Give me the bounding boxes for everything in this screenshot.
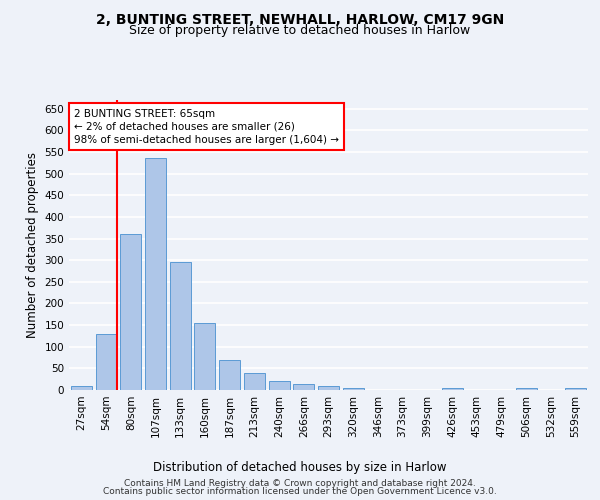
Bar xyxy=(194,323,215,390)
Text: Size of property relative to detached houses in Harlow: Size of property relative to detached ho… xyxy=(130,24,470,37)
Bar xyxy=(269,382,290,390)
Bar xyxy=(219,360,240,390)
Bar xyxy=(318,386,339,390)
Bar xyxy=(442,388,463,390)
Bar xyxy=(145,158,166,390)
Text: Distribution of detached houses by size in Harlow: Distribution of detached houses by size … xyxy=(153,461,447,474)
Bar xyxy=(95,334,116,390)
Y-axis label: Number of detached properties: Number of detached properties xyxy=(26,152,39,338)
Text: 2 BUNTING STREET: 65sqm
← 2% of detached houses are smaller (26)
98% of semi-det: 2 BUNTING STREET: 65sqm ← 2% of detached… xyxy=(74,108,339,145)
Text: 2, BUNTING STREET, NEWHALL, HARLOW, CM17 9GN: 2, BUNTING STREET, NEWHALL, HARLOW, CM17… xyxy=(96,12,504,26)
Bar xyxy=(293,384,314,390)
Text: Contains public sector information licensed under the Open Government Licence v3: Contains public sector information licen… xyxy=(103,488,497,496)
Bar xyxy=(565,388,586,390)
Bar xyxy=(120,234,141,390)
Bar xyxy=(343,388,364,390)
Bar xyxy=(170,262,191,390)
Text: Contains HM Land Registry data © Crown copyright and database right 2024.: Contains HM Land Registry data © Crown c… xyxy=(124,480,476,488)
Bar xyxy=(244,372,265,390)
Bar xyxy=(516,388,537,390)
Bar xyxy=(71,386,92,390)
